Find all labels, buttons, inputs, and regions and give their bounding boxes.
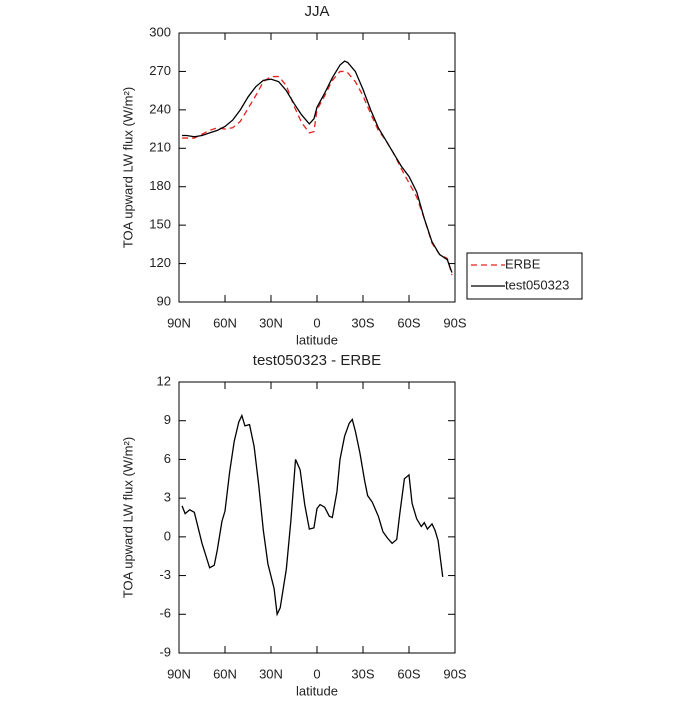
data-line (181, 413, 444, 617)
x-tick-label: 60S (397, 315, 420, 330)
x-tick-label: 90N (167, 315, 191, 330)
x-axis-label: latitude (296, 332, 338, 347)
y-tick-label: 210 (149, 140, 171, 155)
panel: test050323 - ERBE latitude TOA upward LW f… (120, 352, 466, 698)
y-tick-label: 9 (164, 412, 171, 427)
x-tick-label: 90S (443, 315, 466, 330)
chart-title: JJA (304, 3, 329, 20)
data-line (182, 70, 453, 276)
x-axis-label: latitude (296, 683, 338, 698)
x-tick-label: 60N (213, 315, 237, 330)
y-axis-label: TOA upward LW flux (W/m²) (120, 437, 135, 598)
y-tick-label: 180 (149, 178, 171, 193)
x-tick-label: 30N (259, 666, 283, 681)
x-tick-label: 60N (213, 666, 237, 681)
legend-box (466, 252, 583, 300)
x-tick-label: 30S (351, 666, 374, 681)
data-line (182, 60, 453, 273)
y-tick-label: 12 (157, 373, 171, 388)
x-tick-label: 30N (259, 315, 283, 330)
legend-label: test050323 (505, 277, 569, 292)
y-tick-label: -6 (159, 606, 171, 621)
legend-label: ERBE (505, 256, 541, 271)
y-tick-label: 300 (149, 24, 171, 39)
y-tick-label: 240 (149, 101, 171, 116)
legend: ERBE test050323 (466, 252, 583, 300)
x-tick-label: 0 (313, 315, 320, 330)
chart-title: test050323 - ERBE (253, 352, 381, 369)
panel: JJA latitude TOA upward LW flux (W/m²) 90 12… (120, 3, 466, 347)
y-tick-label: 270 (149, 63, 171, 78)
y-tick-label: 120 (149, 255, 171, 270)
y-axis-label: TOA upward LW flux (W/m²) (120, 87, 135, 248)
x-tick-label: 90S (443, 666, 466, 681)
plot-frame (178, 381, 456, 654)
y-tick-label: 3 (164, 490, 171, 505)
x-tick-label: 30S (351, 315, 374, 330)
x-tick-label: 90N (167, 666, 191, 681)
y-tick-label: 150 (149, 217, 171, 232)
x-tick-label: 0 (313, 666, 320, 681)
y-tick-label: 6 (164, 451, 171, 466)
y-tick-label: -9 (159, 644, 171, 659)
y-tick-label: 90 (157, 293, 171, 308)
y-tick-label: 0 (164, 528, 171, 543)
y-tick-label: -3 (159, 567, 171, 582)
x-tick-label: 60S (397, 666, 420, 681)
plot-frame (178, 32, 456, 303)
